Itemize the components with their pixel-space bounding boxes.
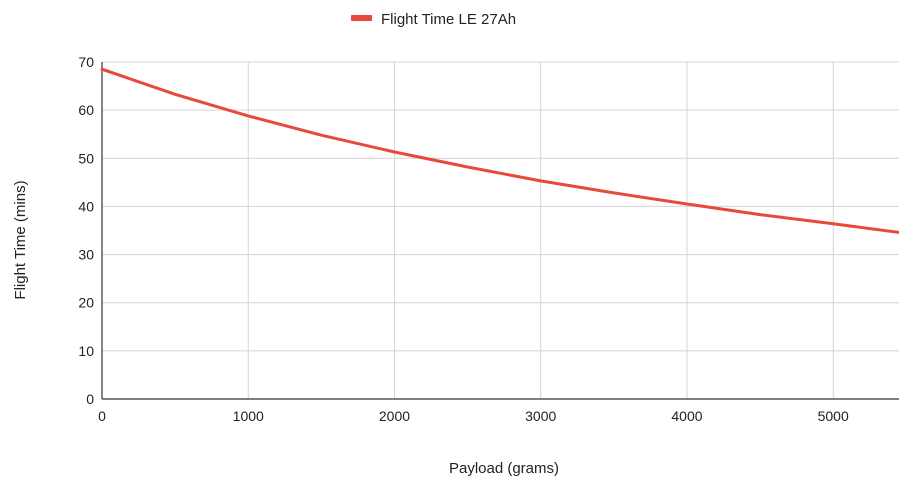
legend-swatch bbox=[351, 15, 372, 21]
x-axis-title: Payload (grams) bbox=[449, 460, 559, 477]
y-tick-label: 50 bbox=[78, 150, 94, 166]
y-tick-label: 60 bbox=[78, 102, 94, 118]
legend: Flight Time LE 27Ah bbox=[351, 11, 516, 28]
x-tick-label: 5000 bbox=[818, 408, 849, 424]
y-tick-label: 30 bbox=[78, 247, 94, 263]
y-tick-label: 10 bbox=[78, 343, 94, 359]
x-tick-label: 2000 bbox=[379, 408, 410, 424]
y-tick-label: 70 bbox=[78, 54, 94, 70]
y-tick-label: 0 bbox=[86, 391, 94, 407]
y-axis-title: Flight Time (mins) bbox=[12, 180, 29, 299]
tick-labels: 0 10 20 30 40 50 60 70 0 1000 2000 3000 4000 5000 bbox=[78, 54, 849, 424]
series-line bbox=[100, 67, 899, 234]
x-tick-label: 3000 bbox=[525, 408, 556, 424]
series-layer bbox=[100, 67, 899, 234]
x-tick-label: 0 bbox=[98, 408, 106, 424]
legend-label: Flight Time LE 27Ah bbox=[381, 11, 516, 28]
x-tick-label: 1000 bbox=[233, 408, 264, 424]
axes bbox=[101, 62, 899, 400]
y-tick-label: 40 bbox=[78, 198, 94, 214]
grid-lines bbox=[102, 61, 899, 399]
x-tick-label: 4000 bbox=[671, 408, 702, 424]
y-tick-label: 20 bbox=[78, 295, 94, 311]
